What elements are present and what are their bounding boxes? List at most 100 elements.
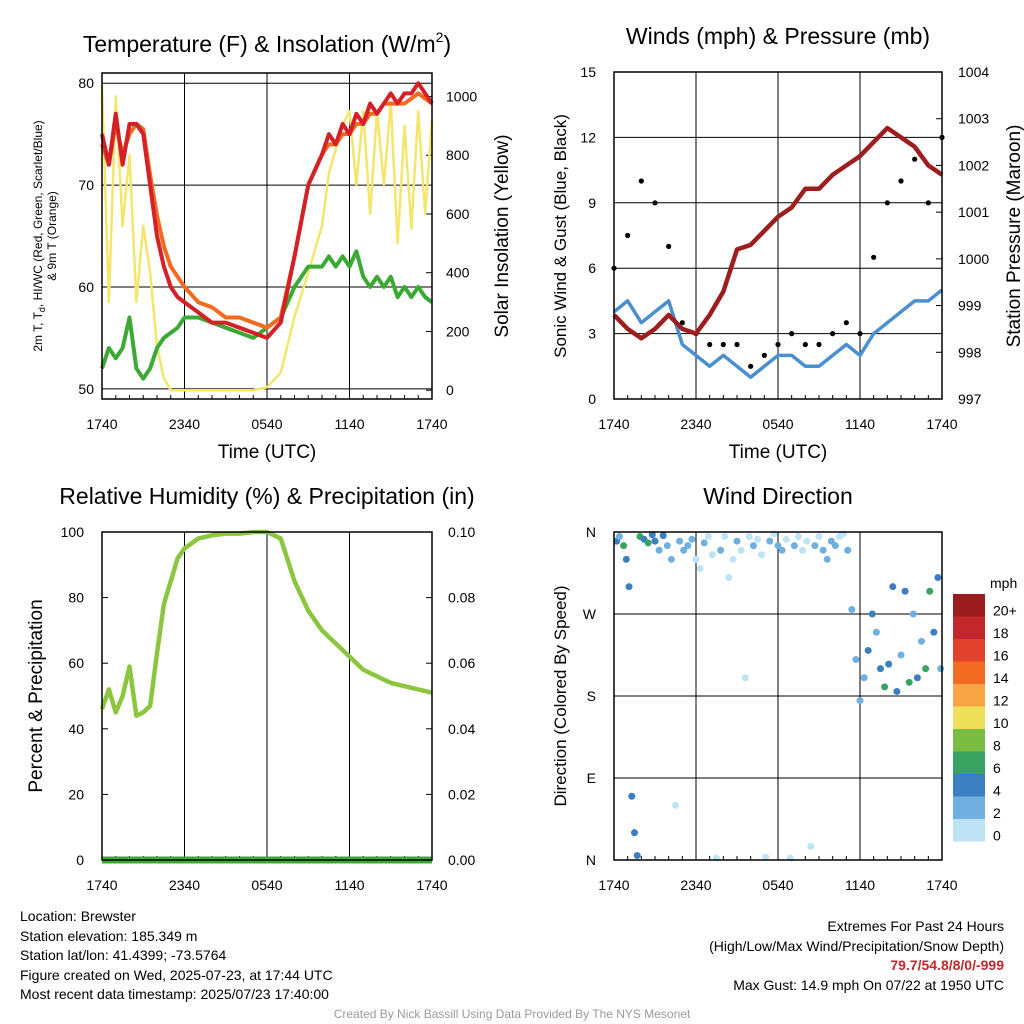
legend-swatch	[953, 616, 985, 639]
direction-point	[745, 533, 753, 541]
direction-point	[889, 583, 897, 591]
series-station-pressure	[612, 125, 944, 341]
y2-tick-label: 0.10	[448, 524, 475, 540]
direction-point	[741, 674, 749, 682]
direction-point	[831, 542, 839, 550]
y2-axis-label: Station Pressure (Maroon)	[1004, 125, 1024, 348]
gust-point	[830, 331, 836, 337]
y-label-part: , HI/WC (Red, Green, Scarlet/Blue)	[31, 120, 45, 307]
gust-point	[925, 200, 931, 206]
x-tick-label: 0540	[251, 416, 282, 432]
figure-created: Figure created on Wed, 2025-07-23, at 17…	[20, 966, 333, 983]
y-tick-label: E	[587, 770, 596, 786]
legend-swatch	[953, 729, 985, 752]
x-tick-label: 0540	[762, 877, 793, 893]
direction-point	[934, 574, 942, 582]
y-tick-label: 80	[68, 590, 84, 606]
legend-swatch	[953, 751, 985, 774]
panel-rh: 1740 2340 0540 1140 17400204060801000.000.02…	[26, 483, 475, 893]
direction-point	[856, 697, 864, 705]
y2-axis-label: Solar Insolation (Yellow)	[492, 134, 513, 337]
chart-title: Wind Direction	[703, 483, 853, 509]
y-axis-label-line2: & 9m T (Orange)	[45, 191, 59, 281]
direction-point	[937, 665, 945, 673]
gust-point	[898, 178, 904, 184]
y-tick-label: 15	[580, 64, 596, 80]
y-label-part: 2m T, T	[31, 311, 45, 351]
direction-point	[897, 651, 905, 659]
direction-point	[881, 683, 889, 691]
x-tick-label: 0540	[251, 877, 282, 893]
gust-point	[789, 331, 795, 337]
direction-point	[930, 628, 938, 636]
gust-point	[652, 200, 658, 206]
y-tick-label: W	[583, 606, 597, 622]
y-tick-label: 0	[588, 391, 596, 407]
direction-point	[905, 678, 913, 686]
direction-point	[790, 542, 798, 550]
direction-point	[844, 546, 852, 554]
x-axis-label: Time (UTC)	[729, 442, 828, 463]
y-tick-label: N	[586, 852, 596, 868]
legend-swatch	[953, 706, 985, 729]
y2-tick-label: 998	[958, 344, 982, 360]
direction-point	[684, 542, 692, 550]
x-tick-label: 1140	[334, 877, 364, 893]
y2-tick-label: 0	[446, 382, 454, 398]
legend-label: 6	[993, 760, 1001, 776]
credit-footer: Created By Nick Bassill Using Data Provi…	[333, 1007, 691, 1021]
direction-point	[807, 842, 815, 850]
x-tick-label: 1740	[86, 416, 117, 432]
gust-point	[802, 341, 808, 348]
legend-unit: mph	[990, 575, 1017, 591]
direction-point	[631, 829, 638, 837]
direction-point	[815, 533, 823, 541]
panel-winds: 1740 2340 0540 1140 174003691215997998999100…	[551, 23, 1024, 463]
series-insolation	[100, 84, 434, 392]
legend-swatch	[953, 819, 985, 842]
x-tick-label: 1140	[334, 416, 364, 432]
direction-point	[762, 853, 770, 861]
x-tick-label: 1740	[416, 416, 447, 432]
gust-point	[638, 178, 644, 184]
direction-point	[901, 587, 909, 595]
y-axis-label: 2m T, Td, HI/WC (Red, Green, Scarlet/Blu…	[31, 120, 47, 351]
direction-point	[717, 546, 725, 554]
direction-point	[655, 546, 663, 554]
x-tick-label: 1140	[845, 877, 875, 893]
gust-point	[679, 320, 685, 326]
y-tick-label: 6	[588, 260, 596, 276]
direction-point	[676, 537, 684, 545]
direction-point	[625, 583, 633, 591]
legend-swatch	[953, 796, 985, 819]
y2-tick-label: 1000	[446, 88, 477, 104]
direction-point	[659, 532, 667, 540]
legend-label: 8	[993, 737, 1001, 753]
direction-point	[680, 546, 688, 554]
direction-point	[926, 587, 934, 595]
direction-point	[782, 535, 790, 543]
y-tick-label: 50	[78, 381, 94, 397]
legend-swatch	[953, 774, 985, 797]
x-tick-label: 1740	[598, 877, 629, 893]
direction-point	[633, 851, 641, 859]
x-tick-label: 2340	[169, 416, 200, 432]
y2-tick-label: 600	[446, 206, 470, 222]
direction-point	[667, 555, 675, 563]
extremes-values: 79.7/54.8/8/0/-999	[890, 957, 1004, 973]
direction-point	[725, 574, 733, 582]
y2-tick-label: 200	[446, 323, 470, 339]
series-relative-humidity	[99, 529, 433, 718]
legend-label: 12	[993, 692, 1009, 708]
x-tick-label: 1740	[926, 877, 957, 893]
direction-point	[848, 605, 856, 613]
y-axis-label: Sonic Wind & Gust (Blue, Black)	[551, 114, 570, 358]
y-tick-label: 60	[68, 655, 84, 671]
speed-legend: mph 20+ 18 16 14 12 10 8 6 4 2 0	[953, 575, 1017, 843]
direction-point	[766, 537, 774, 545]
y2-tick-label: 0.02	[448, 786, 475, 802]
x-tick-label: 1740	[926, 416, 957, 432]
title-superscript: 2	[436, 29, 444, 45]
